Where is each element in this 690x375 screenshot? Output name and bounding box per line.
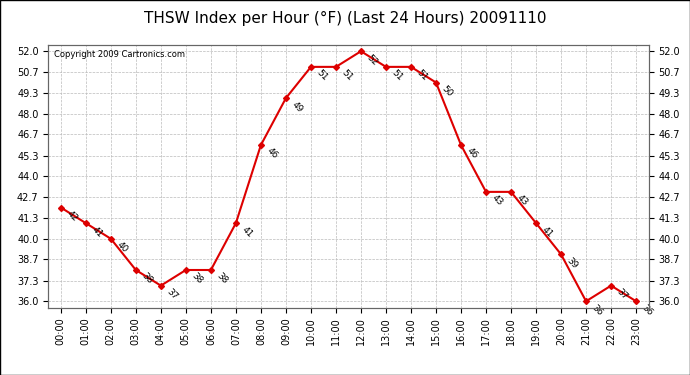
- Text: 51: 51: [415, 68, 430, 83]
- Text: 38: 38: [215, 272, 230, 286]
- Text: Copyright 2009 Cartronics.com: Copyright 2009 Cartronics.com: [55, 50, 186, 59]
- Text: 39: 39: [565, 256, 580, 270]
- Text: 52: 52: [365, 53, 380, 67]
- Text: 43: 43: [490, 194, 504, 208]
- Text: 41: 41: [240, 225, 255, 239]
- Text: 40: 40: [115, 240, 130, 255]
- Text: 51: 51: [390, 68, 404, 83]
- Text: 36: 36: [640, 303, 655, 317]
- Text: 38: 38: [140, 272, 155, 286]
- Text: 41: 41: [90, 225, 104, 239]
- Text: THSW Index per Hour (°F) (Last 24 Hours) 20091110: THSW Index per Hour (°F) (Last 24 Hours)…: [144, 11, 546, 26]
- Text: 43: 43: [515, 194, 530, 208]
- Text: 46: 46: [265, 147, 279, 161]
- Text: 41: 41: [540, 225, 555, 239]
- Text: 37: 37: [165, 287, 179, 302]
- Text: 36: 36: [590, 303, 604, 317]
- Text: 51: 51: [315, 68, 330, 83]
- Text: 37: 37: [615, 287, 630, 302]
- Text: 50: 50: [440, 84, 455, 98]
- Text: 51: 51: [340, 68, 355, 83]
- Text: 49: 49: [290, 100, 304, 114]
- Text: 38: 38: [190, 272, 204, 286]
- Text: 42: 42: [65, 209, 79, 224]
- Text: 46: 46: [465, 147, 480, 161]
